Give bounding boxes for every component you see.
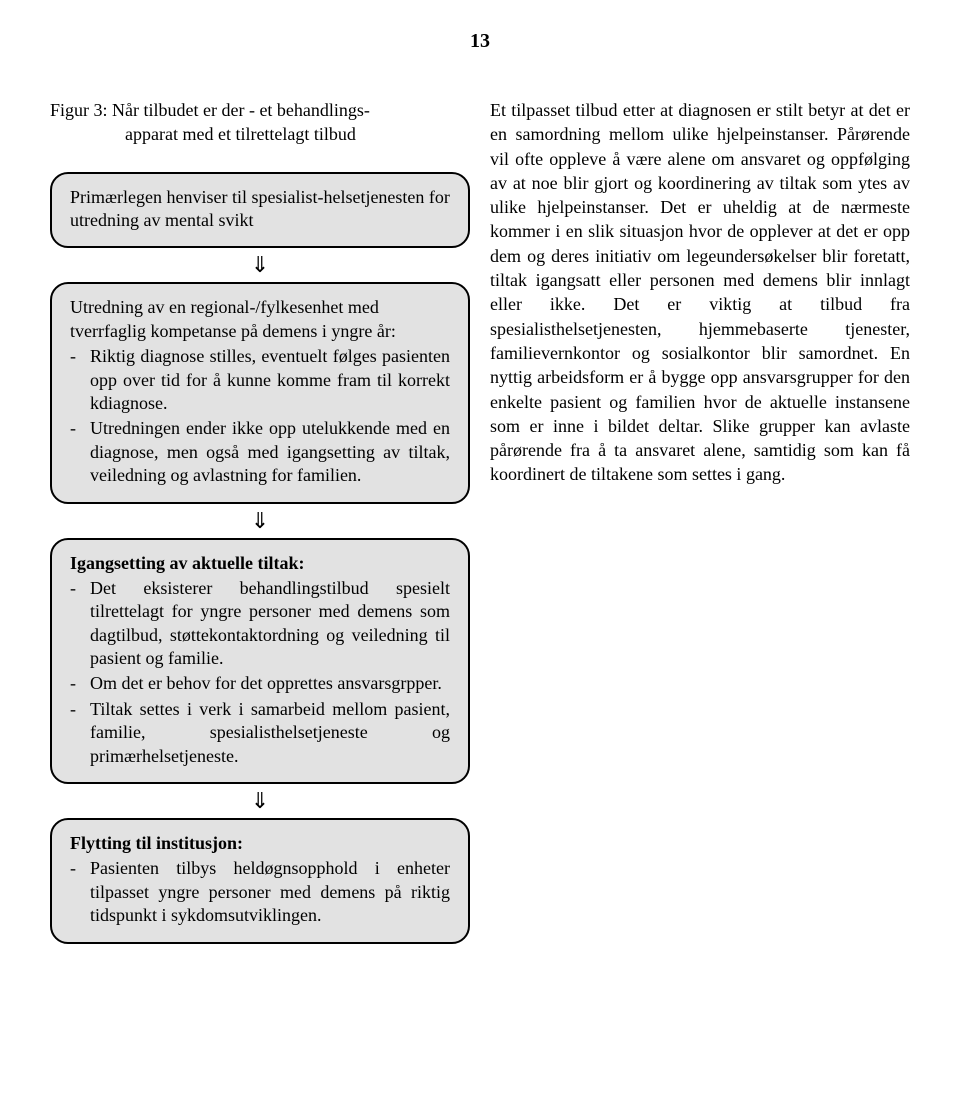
box4-heading: Flytting til institusjon: — [70, 833, 243, 853]
box2-list: -Riktig diagnose stilles, eventuelt følg… — [70, 345, 450, 487]
figure-title-line1: Figur 3: Når tilbudet er der - et behand… — [50, 100, 370, 120]
figure-title: Figur 3: Når tilbudet er der - et behand… — [50, 98, 470, 147]
item-text: Det eksisterer behandlingstilbud spesiel… — [90, 577, 450, 671]
list-item: -Om det er behov for det opprettes ansva… — [70, 672, 450, 695]
item-text: Tiltak settes i verk i samarbeid mellom … — [90, 698, 450, 768]
dash-icon: - — [70, 857, 90, 927]
figure-title-line2: apparat med et tilrettelagt tilbud — [50, 122, 470, 146]
list-item: -Tiltak settes i verk i samarbeid mellom… — [70, 698, 450, 768]
box4-list: -Pasienten tilbys heldøgnsopphold i enhe… — [70, 857, 450, 927]
item-text: Utredningen ender ikke opp utelukkende m… — [90, 417, 450, 487]
dash-icon: - — [70, 417, 90, 487]
dash-icon: - — [70, 345, 90, 415]
item-text: Om det er behov for det opprettes ansvar… — [90, 672, 450, 695]
flowchart-box-3: Igangsetting av aktuelle tiltak: -Det ek… — [50, 538, 470, 785]
left-column: Figur 3: Når tilbudet er der - et behand… — [50, 98, 470, 944]
list-item: -Pasienten tilbys heldøgnsopphold i enhe… — [70, 857, 450, 927]
arrow-icon: ⇓ — [50, 254, 470, 276]
flowchart-box-1: Primærlegen henviser til spesialist-hels… — [50, 172, 470, 249]
dash-icon: - — [70, 672, 90, 695]
arrow-icon: ⇓ — [50, 510, 470, 532]
list-item: -Utredningen ender ikke opp utelukkende … — [70, 417, 450, 487]
item-text: Pasienten tilbys heldøgnsopphold i enhet… — [90, 857, 450, 927]
box1-text: Primærlegen henviser til spesialist-hels… — [70, 187, 450, 230]
flowchart-box-4: Flytting til institusjon: -Pasienten til… — [50, 818, 470, 944]
dash-icon: - — [70, 577, 90, 671]
flowchart-box-2: Utredning av en regional-/fylkesenhet me… — [50, 282, 470, 503]
arrow-icon: ⇓ — [50, 790, 470, 812]
box3-heading: Igangsetting av aktuelle tiltak: — [70, 553, 305, 573]
list-item: -Riktig diagnose stilles, eventuelt følg… — [70, 345, 450, 415]
box3-list: -Det eksisterer behandlingstilbud spesie… — [70, 577, 450, 768]
box2-intro: Utredning av en regional-/fylkesenhet me… — [70, 297, 396, 340]
content-columns: Figur 3: Når tilbudet er der - et behand… — [50, 98, 910, 944]
right-column: Et tilpasset tilbud etter at diagnosen e… — [490, 98, 910, 487]
item-text: Riktig diagnose stilles, eventuelt følge… — [90, 345, 450, 415]
list-item: -Det eksisterer behandlingstilbud spesie… — [70, 577, 450, 671]
body-paragraph: Et tilpasset tilbud etter at diagnosen e… — [490, 98, 910, 487]
page-number: 13 — [50, 30, 910, 53]
dash-icon: - — [70, 698, 90, 768]
